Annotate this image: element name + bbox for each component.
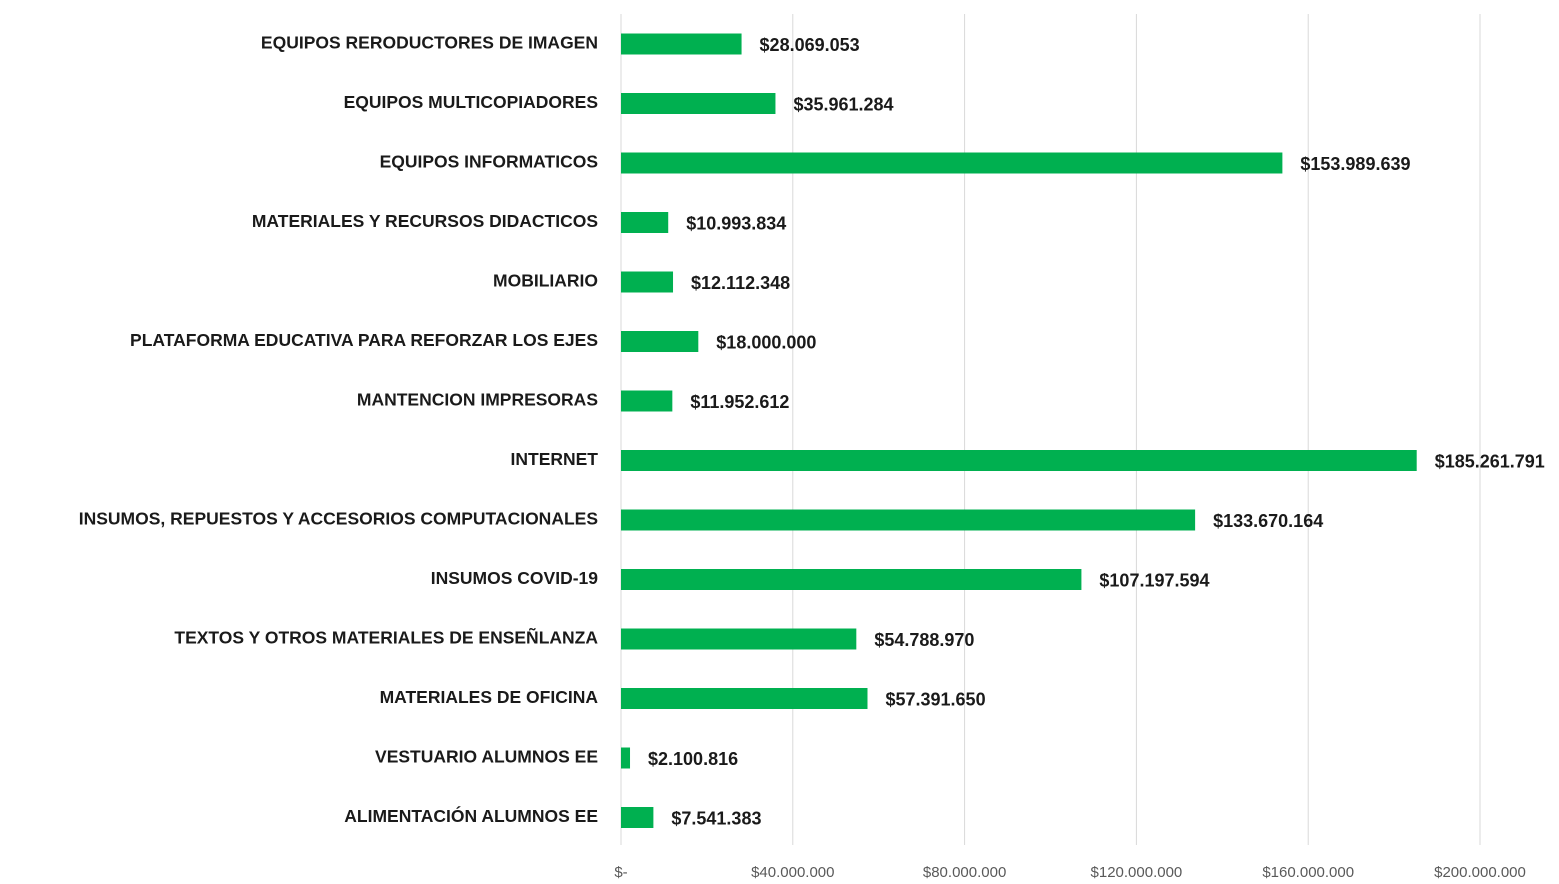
y-tick-label: INTERNET <box>511 449 599 469</box>
bar <box>621 390 673 412</box>
data-label: $153.989.639 <box>1300 154 1410 174</box>
bar <box>621 331 699 352</box>
data-label: $107.197.594 <box>1099 570 1209 590</box>
data-label: $57.391.650 <box>885 689 985 709</box>
bar <box>621 152 1283 174</box>
y-tick-label: MATERIALES Y RECURSOS DIDACTICOS <box>252 211 598 231</box>
x-tick-label: $120.000.000 <box>1091 864 1183 881</box>
bar <box>621 93 776 114</box>
x-tick-label: $200.000.000 <box>1434 864 1526 881</box>
bar <box>621 450 1417 471</box>
y-tick-label: INSUMOS, REPUESTOS Y ACCESORIOS COMPUTAC… <box>79 509 598 529</box>
y-tick-label: MATERIALES DE OFICINA <box>380 687 599 707</box>
y-tick-label: MANTENCION IMPRESORAS <box>357 390 598 410</box>
bar <box>621 807 654 828</box>
bar <box>621 212 669 233</box>
data-label: $2.100.816 <box>648 749 738 769</box>
x-tick-label: $40.000.000 <box>751 864 834 881</box>
y-tick-label: TEXTOS Y OTROS MATERIALES DE ENSEÑLANZA <box>174 627 598 648</box>
data-label: $54.788.970 <box>874 630 974 650</box>
x-tick-label: $160.000.000 <box>1262 864 1354 881</box>
y-tick-label: VESTUARIO ALUMNOS EE <box>375 747 598 767</box>
bar <box>621 628 857 650</box>
y-tick-label: EQUIPOS INFORMATICOS <box>380 152 598 172</box>
data-label: $12.112.348 <box>691 273 790 293</box>
data-label: $133.670.164 <box>1213 511 1323 531</box>
y-tick-label: MOBILIARIO <box>493 271 598 291</box>
bar <box>621 271 674 293</box>
y-tick-label: PLATAFORMA EDUCATIVA PARA REFORZAR LOS E… <box>130 330 598 350</box>
data-label: $185.261.791 <box>1435 451 1545 471</box>
data-label: $18.000.000 <box>716 332 816 352</box>
bar <box>621 747 631 769</box>
bar <box>621 688 868 709</box>
y-tick-label: INSUMOS COVID-19 <box>431 568 599 588</box>
data-label: $10.993.834 <box>686 213 786 233</box>
x-tick-label: $- <box>614 864 627 881</box>
bar <box>621 509 1196 531</box>
data-label: $28.069.053 <box>760 35 860 55</box>
y-tick-label: EQUIPOS RERODUCTORES DE IMAGEN <box>261 33 598 53</box>
data-label: $35.961.284 <box>793 94 893 114</box>
y-tick-label: EQUIPOS MULTICOPIADORES <box>344 92 598 112</box>
x-tick-label: $80.000.000 <box>923 864 1006 881</box>
data-label: $11.952.612 <box>690 392 789 412</box>
bar <box>621 569 1082 590</box>
bar <box>621 33 742 55</box>
data-label: $7.541.383 <box>671 808 761 828</box>
y-tick-label: ALIMENTACIÓN ALUMNOS EE <box>344 805 598 826</box>
